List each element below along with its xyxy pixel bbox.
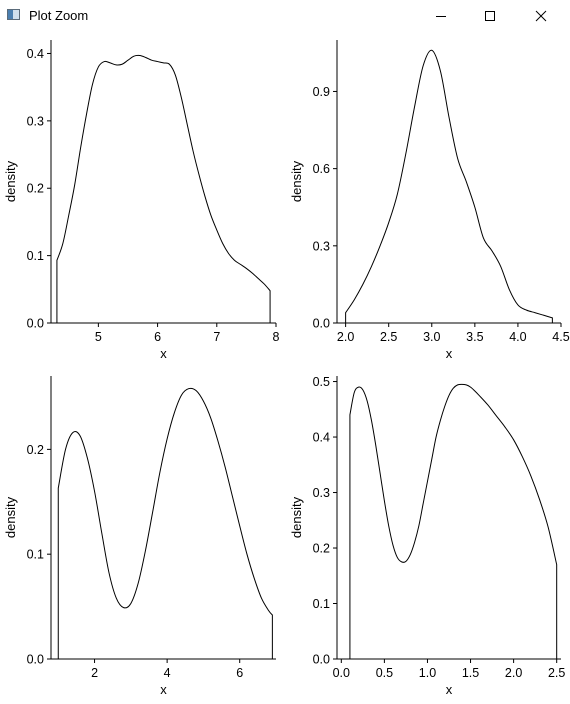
- y-tick-label: 0.1: [27, 548, 44, 562]
- y-axis-title: density: [289, 160, 304, 202]
- density-plot-1: 0.0 0.1 0.2 0.3 0.4 5 6 7 8 x density: [3, 40, 280, 361]
- y-tick-label: 0.1: [313, 597, 330, 611]
- x-tick-label: 3.5: [466, 330, 483, 344]
- density-plot-4: 0.0 0.1 0.2 0.3 0.4 0.5 0.0 0.5 1.0 1.5 2.0 2.5 x den…: [289, 375, 565, 697]
- x-tick-label: 2.5: [380, 330, 397, 344]
- density-plots-grid: 0.0 0.1 0.2 0.3 0.4 5 6 7 8 x density 0.0 0.3 0.6 0.9 2…: [3, 40, 570, 697]
- x-tick-label: 6: [154, 330, 161, 344]
- x-axis-title: x: [160, 682, 167, 697]
- x-tick-label: 0.5: [376, 666, 393, 680]
- x-tick-label: 2.5: [548, 666, 565, 680]
- y-tick-label: 0.3: [27, 114, 44, 128]
- minimize-icon: [436, 16, 446, 17]
- y-tick-label: 0.3: [313, 239, 330, 253]
- density-curve: [57, 387, 273, 660]
- y-axis-title: density: [3, 496, 18, 538]
- x-tick-label: 2.0: [505, 666, 522, 680]
- x-tick-label: 2.0: [337, 330, 354, 344]
- x-tick-label: 7: [213, 330, 220, 344]
- x-tick-label: 3.0: [423, 330, 440, 344]
- x-tick-label: 1.0: [419, 666, 436, 680]
- maximize-icon: [485, 11, 495, 21]
- x-tick-label: 0.0: [333, 666, 350, 680]
- x-tick-label: 4.5: [552, 330, 569, 344]
- density-plot-2: 0.0 0.3 0.6 0.9 2.0 2.5 3.0 3.5 4.0 4.5 x density: [289, 40, 570, 361]
- y-tick-label: 0.1: [27, 249, 44, 263]
- y-tick-label: 0.4: [27, 47, 44, 61]
- y-tick-label: 0.2: [27, 182, 44, 196]
- x-tick-label: 1.5: [462, 666, 479, 680]
- y-tick-label: 0.0: [313, 317, 330, 331]
- y-tick-label: 0.6: [313, 162, 330, 176]
- x-tick-label: 5: [95, 330, 102, 344]
- y-tick-label: 0.9: [313, 85, 330, 99]
- y-tick-label: 0.0: [27, 653, 44, 667]
- density-curve: [56, 54, 271, 324]
- x-tick-label: 8: [273, 330, 280, 344]
- plot-area: 0.0 0.1 0.2 0.3 0.4 5 6 7 8 x density 0.0 0.3 0.6 0.9 2…: [0, 32, 570, 704]
- window-title: Plot Zoom: [29, 8, 89, 23]
- app-window-icon: [7, 9, 20, 20]
- y-tick-label: 0.2: [27, 443, 44, 457]
- y-axis-title: density: [3, 160, 18, 202]
- y-tick-label: 0.5: [313, 375, 330, 389]
- x-axis-title: x: [446, 682, 453, 697]
- y-tick-label: 0.3: [313, 486, 330, 500]
- x-tick-label: 4.0: [509, 330, 526, 344]
- title-bar[interactable]: Plot Zoom: [0, 0, 570, 32]
- y-tick-label: 0.4: [313, 431, 330, 445]
- close-button[interactable]: [518, 0, 564, 32]
- x-axis-title: x: [160, 346, 167, 361]
- maximize-button[interactable]: [467, 0, 513, 32]
- x-tick-label: 4: [164, 666, 171, 680]
- minimize-button[interactable]: [418, 0, 464, 32]
- density-plot-3: 0.0 0.1 0.2 2 4 6 x density: [3, 376, 276, 697]
- x-tick-label: 6: [236, 666, 243, 680]
- y-tick-label: 0.0: [313, 653, 330, 667]
- y-axis-title: density: [289, 496, 304, 538]
- x-tick-label: 2: [91, 666, 98, 680]
- density-curve: [345, 49, 553, 324]
- density-curve: [349, 383, 558, 660]
- y-tick-label: 0.0: [27, 317, 44, 331]
- x-axis-title: x: [446, 346, 453, 361]
- y-tick-label: 0.2: [313, 542, 330, 556]
- close-icon: [535, 10, 547, 22]
